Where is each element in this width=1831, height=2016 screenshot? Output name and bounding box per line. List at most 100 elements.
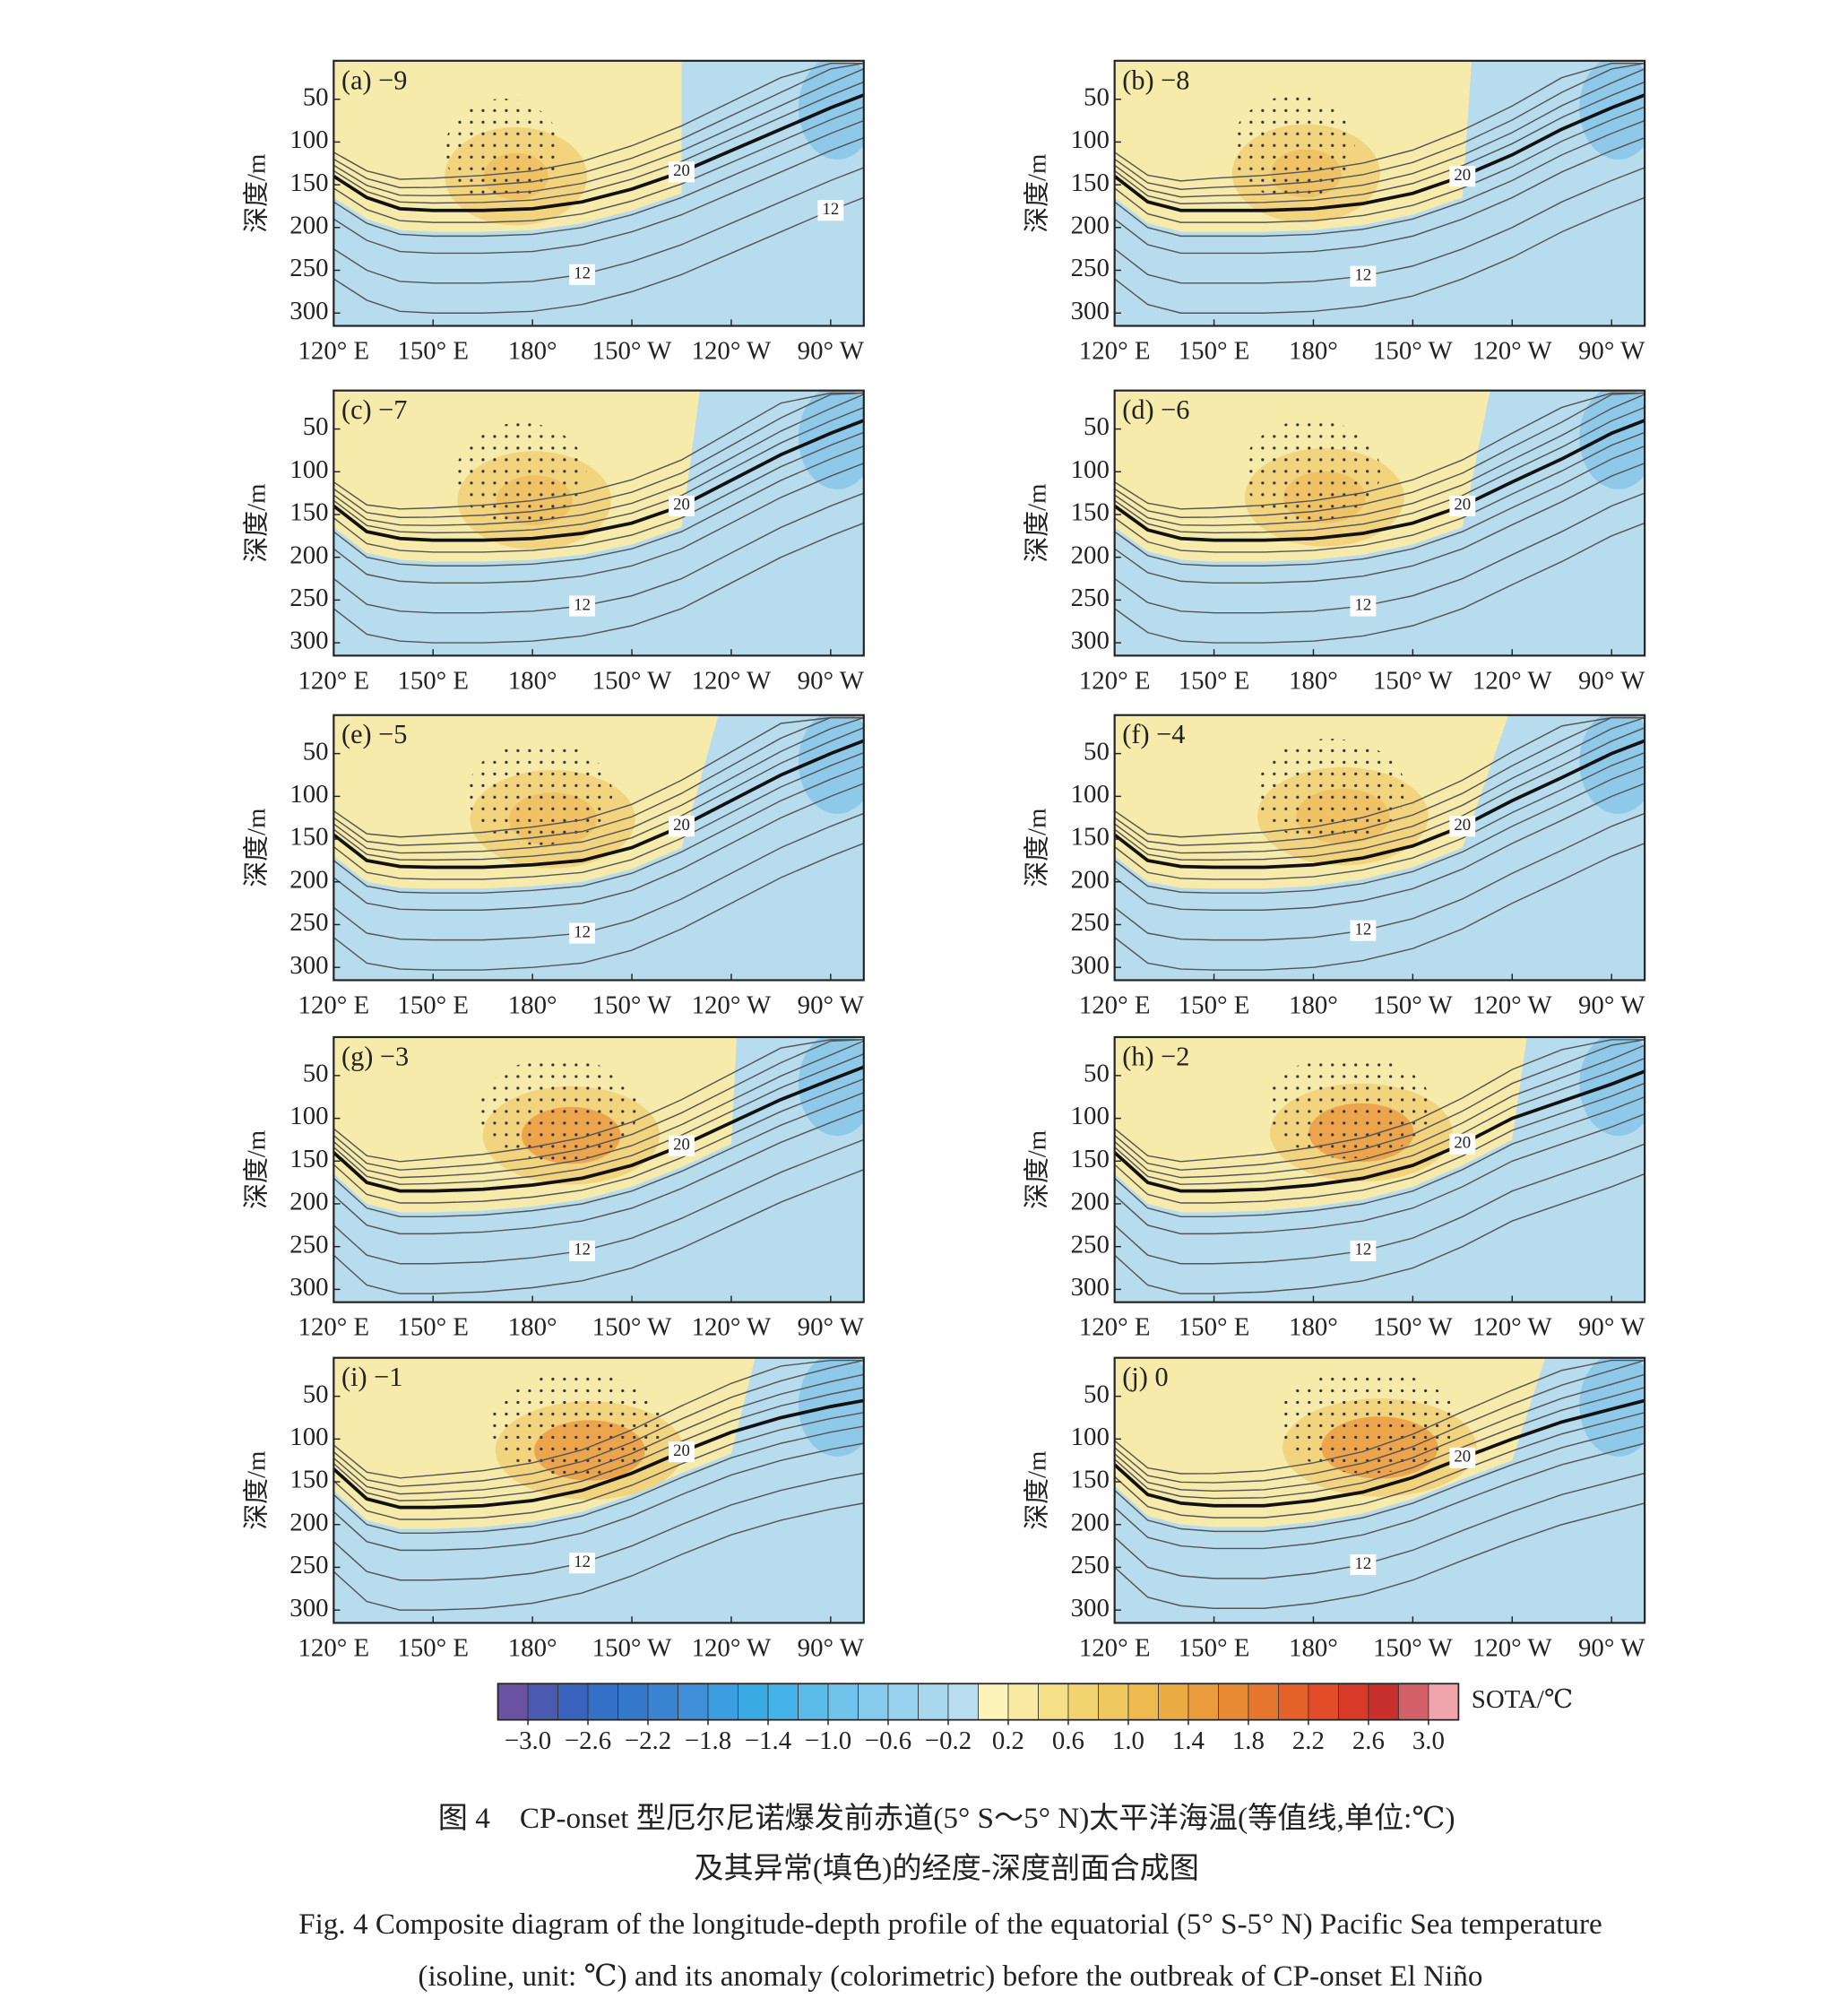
panel-label: (b) −8 <box>1122 65 1189 95</box>
isotherm-thin <box>333 68 864 197</box>
isotherm-thin <box>333 522 864 644</box>
y-tick-label: 200 <box>289 211 328 239</box>
contour-label-bg <box>569 595 596 617</box>
x-tick-label: 120° E <box>298 991 370 1019</box>
y-tick-label: 300 <box>289 627 328 655</box>
colorbar-box <box>1428 1683 1459 1721</box>
colorbar-box <box>587 1683 618 1721</box>
plot-frame <box>1113 1356 1646 1624</box>
contour-label-bg <box>569 264 596 285</box>
x-tick-label: 150° W <box>592 1633 672 1662</box>
y-tick-label: 200 <box>1071 1188 1110 1216</box>
plot-frame <box>333 389 865 657</box>
caption-en: (isoline, unit: ℃) and its anomaly (colo… <box>418 1960 1482 1993</box>
x-tick-label: 150° W <box>1373 1633 1453 1662</box>
y-tick-label: 300 <box>1071 951 1110 980</box>
y-axis-label: 深度/m <box>242 483 271 562</box>
x-tick-label: 120° E <box>298 666 370 695</box>
colorbar-tick-label: −2.6 <box>565 1726 611 1755</box>
colorbar-label: SOTA/℃ <box>1472 1685 1573 1714</box>
x-tick-label: 90° W <box>1578 1633 1645 1662</box>
colorbar-box <box>947 1683 979 1721</box>
x-tick-label: 180° <box>508 336 557 365</box>
y-tick-label: 250 <box>1071 1551 1110 1579</box>
isotherm-thin <box>1114 1172 1645 1294</box>
colorbar-tick-label: −0.6 <box>865 1726 911 1755</box>
x-tick-label: 180° <box>1289 991 1338 1019</box>
isotherm-thin <box>1114 81 1645 204</box>
contour-label-bg <box>1350 265 1377 287</box>
contour-label: 12 <box>1355 1554 1372 1573</box>
x-tick-label: 150° E <box>397 1633 469 1662</box>
isotherm-thin <box>1114 716 1645 846</box>
colorbar-tick-label: 2.6 <box>1352 1726 1385 1755</box>
isotherm-20 <box>1114 93 1645 212</box>
x-tick-label: 150° W <box>1373 991 1453 1019</box>
x-tick-label: 180° <box>1289 336 1338 365</box>
y-tick-label: 100 <box>289 455 328 484</box>
stipple <box>1253 739 1406 843</box>
isotherm-20 <box>1114 419 1645 542</box>
plot-frame <box>1113 714 1646 982</box>
x-tick-label: 120° W <box>692 991 772 1019</box>
x-tick-label: 120° W <box>1473 1633 1552 1662</box>
x-tick-label: 150° E <box>397 666 469 695</box>
x-tick-label: 90° W <box>798 1633 865 1662</box>
x-tick-label: 120° E <box>1079 1313 1151 1342</box>
contour-label: 12 <box>574 922 591 941</box>
isotherm-thin <box>1114 766 1645 894</box>
contour-label: 20 <box>1454 166 1471 185</box>
y-tick-label: 50 <box>303 737 329 766</box>
contour-label-bg <box>569 1553 596 1574</box>
x-tick-label: 120° W <box>1473 666 1552 695</box>
isotherm-thin <box>1114 1412 1645 1518</box>
x-tick-label: 120° E <box>1079 336 1151 365</box>
y-tick-label: 100 <box>1071 125 1110 154</box>
contour-label-bg <box>1449 1133 1476 1155</box>
isotherm-thin <box>333 81 864 204</box>
colorbar-box <box>707 1683 738 1721</box>
y-axis-label: 深度/m <box>1023 809 1052 887</box>
x-tick-label: 150° E <box>1179 1633 1250 1662</box>
isotherm-thin <box>1114 394 1645 526</box>
isotherm-thin <box>1114 716 1645 854</box>
isotherm-thin <box>1114 522 1645 644</box>
panel-label: (f) −4 <box>1122 719 1185 749</box>
y-tick-label: 300 <box>1071 627 1110 655</box>
isotherm-thin <box>333 392 864 518</box>
x-tick-label: 90° W <box>1578 336 1645 365</box>
isotherm-thin <box>1114 1039 1645 1171</box>
contour-label-bg <box>669 161 695 183</box>
contour-label: 12 <box>1355 265 1372 284</box>
isotherm-thin <box>333 196 864 314</box>
x-tick-label: 120° E <box>1079 1633 1151 1662</box>
cold-core <box>1579 1357 1645 1457</box>
contour-label: 12 <box>1355 920 1372 939</box>
colorbar-box <box>1007 1683 1039 1721</box>
isotherm-thin <box>1114 392 1645 510</box>
x-tick-label: 120° E <box>298 1633 370 1662</box>
contour-label: 20 <box>1454 816 1471 835</box>
y-tick-label: 50 <box>303 1060 329 1088</box>
x-tick-label: 150° E <box>1179 666 1250 695</box>
contour-label: 20 <box>1454 1134 1471 1153</box>
isotherm-thin <box>333 752 864 880</box>
y-tick-label: 300 <box>289 1273 328 1302</box>
y-tick-label: 250 <box>289 1551 328 1579</box>
isotherm-thin <box>1114 1425 1645 1533</box>
x-tick-label: 120° E <box>1079 991 1151 1019</box>
colorbar-box <box>1397 1683 1429 1721</box>
isotherm-thin <box>333 1039 864 1171</box>
colorbar-tick-label: −1.4 <box>745 1726 791 1755</box>
colorbar-box <box>1098 1683 1129 1721</box>
y-tick-label: 50 <box>1084 737 1110 766</box>
